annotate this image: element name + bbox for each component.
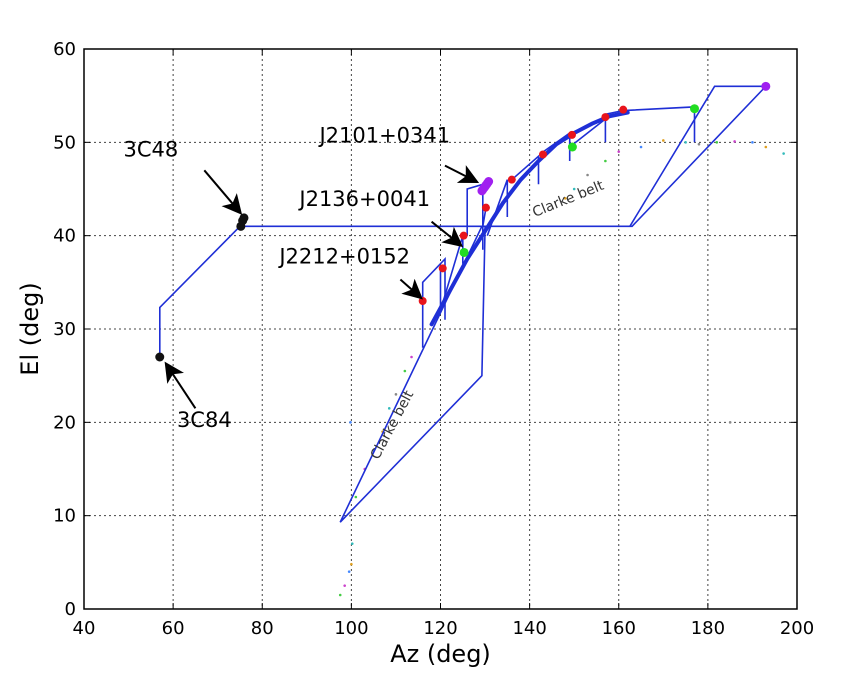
clarke-belt-label: Clarke belt	[530, 178, 607, 221]
x-tick-label: 180	[691, 618, 725, 639]
red-point	[459, 231, 468, 240]
scatter-dot	[684, 141, 687, 144]
green-point	[459, 247, 469, 257]
scatter-dot	[764, 145, 768, 149]
red-point	[481, 203, 490, 212]
scatter-dot	[604, 159, 607, 163]
y-axis-label: El (deg)	[16, 282, 44, 375]
axis-ticks: 40 60 80 100 120 140 160 180 200 0 10 20 30 40 50 60	[53, 39, 814, 639]
trace-segment	[486, 179, 509, 236]
scatter-dot	[639, 145, 643, 149]
annotation-arrow	[164, 361, 197, 409]
grid-lines	[84, 49, 797, 609]
annotations: 3C48 3C84 J2101+0341 J2136+0041 J2212+0152 Cl…	[123, 123, 606, 462]
scatter-dot	[394, 393, 398, 396]
y-tick-label: 50	[53, 132, 76, 153]
annotation-label: J2101+0341	[317, 123, 450, 147]
annotation-label: J2212+0152	[277, 245, 410, 269]
annotation-arrow	[444, 164, 480, 184]
scatter-dot	[338, 593, 342, 597]
scatter-dot	[782, 152, 785, 155]
y-tick-label: 30	[53, 319, 76, 340]
scatter-dot	[403, 369, 407, 373]
x-tick-label: 200	[780, 618, 814, 639]
trace-segment	[421, 257, 446, 348]
green-point	[567, 142, 577, 152]
scatter-dot	[715, 141, 719, 144]
x-tick-label: 40	[73, 618, 96, 639]
y-tick-label: 60	[53, 39, 76, 60]
scatter-dot	[347, 570, 351, 573]
y-tick-label: 0	[65, 599, 76, 620]
telescope-trace	[159, 85, 768, 523]
annotation-arrow	[203, 169, 243, 215]
x-tick-label: 60	[162, 618, 185, 639]
scatter-dot	[350, 562, 353, 566]
x-tick-label: 100	[334, 618, 368, 639]
y-tick-label: 40	[53, 226, 76, 247]
annotation-label: 3C84	[177, 408, 232, 432]
scatter-dot	[662, 139, 665, 142]
annotation-label: J2136+0041	[297, 187, 430, 211]
scatter-dot	[387, 407, 391, 410]
red-point	[601, 113, 610, 122]
red-point	[418, 297, 427, 305]
annotation-arrow	[399, 278, 423, 300]
scatter-dot	[343, 584, 346, 587]
x-tick-label: 80	[251, 618, 274, 639]
x-tick-label: 120	[423, 618, 457, 639]
purple-point	[761, 81, 771, 91]
x-axis-label: Az (deg)	[390, 640, 491, 668]
scatter-dot	[617, 150, 621, 153]
trace-segment	[159, 85, 768, 523]
red-point	[619, 105, 628, 114]
scatter-dot	[751, 141, 754, 144]
scatter-dot	[586, 173, 589, 177]
black-point	[239, 213, 249, 223]
scatter-dot	[354, 495, 358, 499]
scatter-dot	[350, 542, 354, 545]
y-tick-label: 20	[53, 412, 76, 433]
purple-point	[484, 177, 494, 187]
red-point	[507, 175, 516, 184]
scatter-dot	[349, 421, 352, 424]
black-point	[155, 352, 165, 362]
red-point	[538, 150, 547, 159]
annotation-label: 3C48	[123, 137, 178, 161]
scatter-dot	[697, 142, 701, 146]
scatter-dot	[728, 421, 732, 424]
scatter-dot	[563, 197, 567, 200]
green-point	[690, 104, 700, 114]
scatter-dot	[410, 355, 413, 359]
scatter-dot	[733, 140, 736, 143]
trace-segment	[605, 106, 696, 143]
scatter-dot	[572, 187, 576, 191]
scatter-dot	[349, 514, 352, 517]
red-point	[567, 130, 576, 139]
x-tick-label: 160	[602, 618, 636, 639]
x-tick-label: 140	[512, 618, 546, 639]
annotation-arrow	[430, 220, 464, 248]
y-tick-label: 10	[53, 506, 76, 527]
source-points	[155, 81, 771, 362]
trace-segment	[466, 183, 484, 250]
trace-segment	[511, 154, 540, 185]
red-point	[438, 264, 447, 273]
